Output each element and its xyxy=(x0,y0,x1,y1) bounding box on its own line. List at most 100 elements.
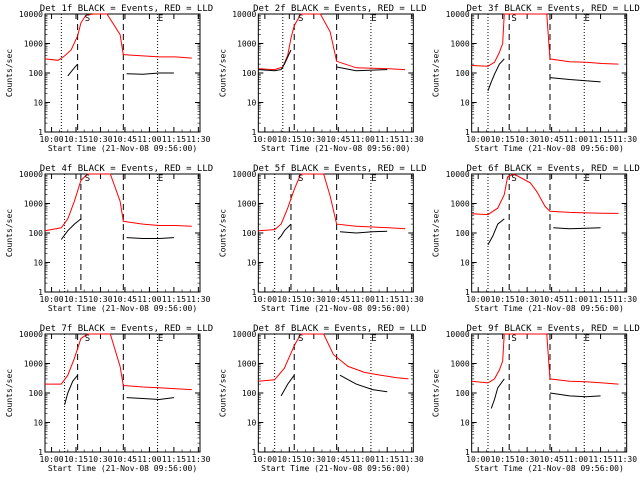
x-axis-label: Start Time (21-Nov-08 09:56:00) xyxy=(261,144,410,153)
x-tick-label: 11:30 xyxy=(186,455,210,464)
events-series-line xyxy=(549,77,601,83)
y-tick-label: 1 xyxy=(252,448,257,457)
x-tick-label: 11:15 xyxy=(162,295,186,304)
y-tick-label: 1 xyxy=(465,288,470,297)
x-tick-label: 10:15 xyxy=(491,135,515,144)
chart-title: Det 1f BLACK = Events, RED = LLD xyxy=(40,4,213,14)
chart-title: Det 9f BLACK = Events, RED = LLD xyxy=(466,324,639,334)
end-marker-label: E xyxy=(371,14,376,24)
start-marker-label: S xyxy=(511,174,516,184)
start-marker-label: S xyxy=(511,334,516,344)
lld-series-line xyxy=(258,333,409,382)
y-axis-label: Counts/sec xyxy=(5,369,14,417)
events-series-line xyxy=(258,49,292,72)
x-tick-label: 10:30 xyxy=(515,455,539,464)
x-tick-label: 10:15 xyxy=(491,295,515,304)
y-axis-label: Counts/sec xyxy=(432,209,441,257)
y-tick-label: 1 xyxy=(252,288,257,297)
y-tick-label: 1000 xyxy=(237,360,256,369)
end-marker-label: E xyxy=(371,334,376,344)
plot-frame xyxy=(471,173,628,293)
lld-series-line xyxy=(258,173,406,232)
y-tick-label: 100 xyxy=(242,69,257,78)
events-series-line xyxy=(60,218,82,240)
chart-title: Det 2f BLACK = Events, RED = LLD xyxy=(253,4,426,14)
chart-panel-6: Det 6f BLACK = Events, RED = LLD 1 10 100 10… xyxy=(432,164,640,313)
chart-title: Det 8f BLACK = Events, RED = LLD xyxy=(253,324,426,334)
chart-title: Det 6f BLACK = Events, RED = LLD xyxy=(466,164,639,174)
y-tick-label: 10000 xyxy=(232,330,256,339)
events-series-line xyxy=(339,374,388,393)
end-marker-label: E xyxy=(158,174,163,184)
chart-title: Det 7f BLACK = Events, RED = LLD xyxy=(40,324,213,334)
y-tick-label: 1 xyxy=(38,288,43,297)
x-tick-label: 10:30 xyxy=(515,295,539,304)
events-series-line xyxy=(64,374,78,405)
events-series-line xyxy=(280,374,295,397)
x-tick-label: 11:15 xyxy=(162,455,186,464)
y-axis-label: Counts/sec xyxy=(218,49,227,97)
x-tick-label: 11:30 xyxy=(400,135,424,144)
x-axis-label: Start Time (21-Nov-08 09:56:00) xyxy=(475,144,624,153)
events-series-line xyxy=(549,392,601,398)
x-tick-label: 10:15 xyxy=(64,295,88,304)
x-tick-label: 11:00 xyxy=(137,295,161,304)
x-tick-label: 10:00 xyxy=(39,455,63,464)
x-tick-label: 11:30 xyxy=(186,295,210,304)
y-tick-label: 10 xyxy=(460,99,470,108)
events-series-line xyxy=(126,397,174,401)
start-marker-label: S xyxy=(298,334,303,344)
y-tick-label: 1 xyxy=(465,448,470,457)
y-tick-label: 1000 xyxy=(450,360,469,369)
x-axis-label: Start Time (21-Nov-08 09:56:00) xyxy=(475,464,624,473)
y-tick-label: 100 xyxy=(29,229,44,238)
x-tick-label: 10:00 xyxy=(466,295,490,304)
chart-panel-5: Det 5f BLACK = Events, RED = LLD 1 10 100 10… xyxy=(218,164,426,313)
x-tick-label: 10:45 xyxy=(326,295,350,304)
y-tick-label: 1000 xyxy=(24,360,43,369)
chart-panel-7: Det 7f BLACK = Events, RED = LLD 1 10 100 10… xyxy=(5,324,213,473)
events-series-line xyxy=(487,58,505,91)
x-tick-label: 10:45 xyxy=(540,295,564,304)
x-tick-label: 10:00 xyxy=(39,295,63,304)
x-tick-label: 10:00 xyxy=(253,295,277,304)
chart-panel-3: Det 3f BLACK = Events, RED = LLD 1 10 100 10… xyxy=(432,4,640,153)
x-tick-label: 10:15 xyxy=(277,455,301,464)
chart-panel-4: Det 4f BLACK = Events, RED = LLD 1 10 100 10… xyxy=(5,164,213,313)
start-marker-label: S xyxy=(298,174,303,184)
start-marker-label: S xyxy=(85,14,90,24)
x-tick-label: 10:30 xyxy=(88,455,112,464)
events-series-line xyxy=(336,66,388,72)
y-tick-label: 10 xyxy=(247,99,257,108)
y-tick-label: 100 xyxy=(242,389,257,398)
chart-panel-2: Det 2f BLACK = Events, RED = LLD 1 10 100 10… xyxy=(218,4,426,153)
events-series-line xyxy=(553,227,601,230)
plot-frame xyxy=(471,333,628,453)
events-series-line xyxy=(277,223,292,240)
x-tick-label: 10:15 xyxy=(277,295,301,304)
x-tick-label: 11:00 xyxy=(351,135,375,144)
start-marker-label: S xyxy=(298,14,303,24)
x-tick-label: 11:15 xyxy=(589,135,613,144)
plot-frame xyxy=(44,13,201,133)
x-tick-label: 10:00 xyxy=(466,455,490,464)
start-marker-label: S xyxy=(85,334,90,344)
y-tick-label: 10 xyxy=(247,259,257,268)
x-tick-label: 11:00 xyxy=(564,295,588,304)
start-marker-label: S xyxy=(85,174,90,184)
x-axis-label: Start Time (21-Nov-08 09:56:00) xyxy=(475,304,624,313)
lld-series-line xyxy=(44,13,192,61)
end-marker-label: E xyxy=(585,14,590,24)
y-tick-label: 10000 xyxy=(446,330,470,339)
y-tick-label: 100 xyxy=(242,229,257,238)
x-tick-label: 10:30 xyxy=(302,295,326,304)
x-tick-label: 11:30 xyxy=(400,295,424,304)
x-axis-label: Start Time (21-Nov-08 09:56:00) xyxy=(261,304,410,313)
y-tick-label: 10 xyxy=(247,419,257,428)
events-series-line xyxy=(487,218,505,245)
y-tick-label: 10 xyxy=(460,419,470,428)
x-tick-label: 11:15 xyxy=(375,455,399,464)
x-tick-label: 11:30 xyxy=(613,135,637,144)
y-tick-label: 10000 xyxy=(19,10,43,19)
y-tick-label: 1000 xyxy=(237,200,256,209)
